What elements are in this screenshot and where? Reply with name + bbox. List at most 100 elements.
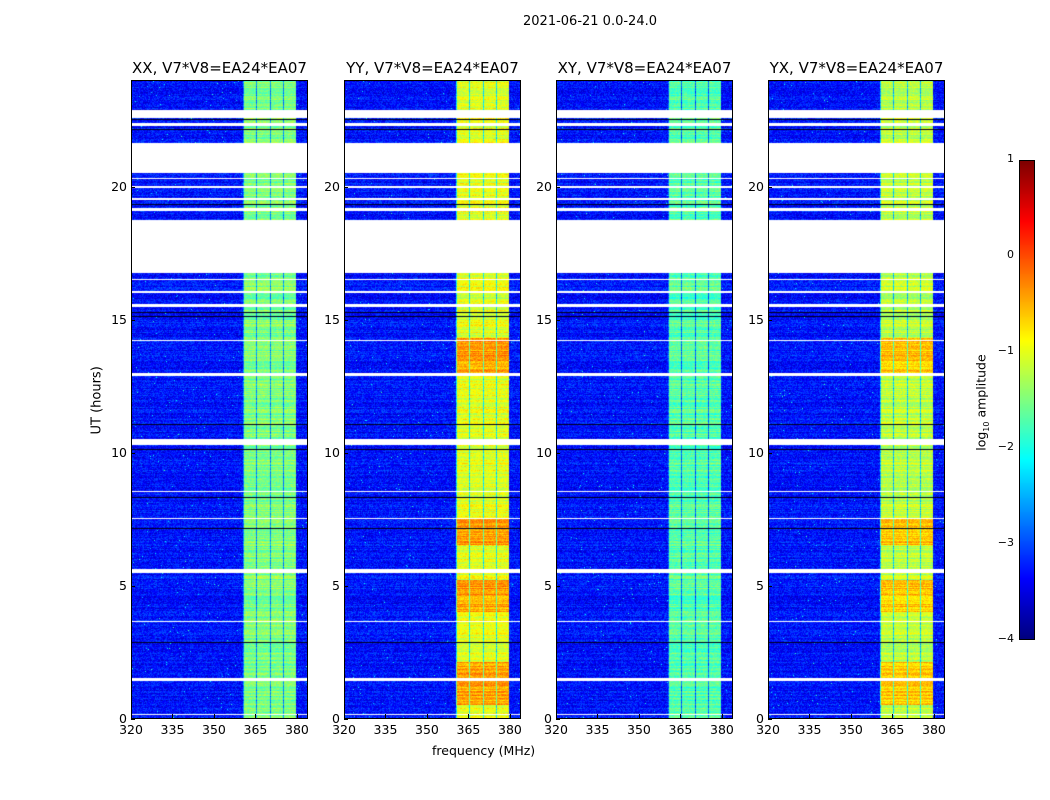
y-tick-label: 10: [536, 444, 552, 460]
x-tick-label: 320: [756, 722, 780, 737]
y-tick-mark: [344, 452, 348, 454]
x-tick-mark: [850, 714, 852, 718]
y-tick-label: 0: [332, 711, 340, 726]
heatmap-panel: [131, 80, 308, 719]
colorbar: [1019, 160, 1035, 640]
y-tick-label: 10: [111, 444, 127, 460]
x-tick-label: 350: [202, 722, 226, 737]
y-axis-label: UT (hours): [89, 366, 105, 435]
colorbar-tick-label: −3: [997, 536, 1014, 549]
x-tick-mark: [426, 714, 428, 718]
x-tick-label: 365: [880, 722, 905, 737]
x-tick-label: 350: [627, 722, 651, 737]
panel-title: YY, V7*V8=EA24*EA07: [346, 59, 519, 77]
y-tick-mark: [556, 186, 560, 188]
heatmap-canvas: [345, 81, 520, 718]
y-tick-label: 20: [324, 178, 340, 194]
y-tick-mark: [768, 585, 772, 587]
heatmap-canvas: [557, 81, 732, 718]
y-tick-label: 15: [536, 311, 552, 327]
y-tick-label: 15: [748, 311, 764, 327]
x-tick-mark: [556, 714, 557, 718]
y-tick-label: 5: [544, 577, 552, 593]
x-tick-label: 335: [373, 722, 398, 737]
x-tick-label: 380: [710, 722, 734, 737]
y-tick-mark: [768, 319, 772, 321]
y-tick-label: 15: [111, 311, 127, 327]
y-tick-mark: [344, 719, 348, 720]
x-tick-label: 350: [415, 722, 439, 737]
x-tick-mark: [255, 714, 257, 718]
x-tick-label: 365: [243, 722, 268, 737]
colorbar-tick-label: 1: [1007, 152, 1014, 165]
heatmap-panel: [768, 80, 945, 719]
x-tick-label: 320: [544, 722, 568, 737]
x-tick-mark: [892, 714, 894, 718]
y-tick-mark: [344, 319, 348, 321]
x-tick-label: 335: [160, 722, 185, 737]
x-tick-mark: [172, 714, 174, 718]
x-tick-label: 335: [585, 722, 610, 737]
y-tick-mark: [131, 719, 135, 720]
heatmap-panel: [344, 80, 521, 719]
x-axis-label: frequency (MHz): [432, 743, 536, 758]
x-tick-mark: [509, 714, 511, 718]
y-tick-mark: [556, 585, 560, 587]
y-tick-mark: [768, 719, 772, 720]
y-tick-label: 20: [748, 178, 764, 194]
y-tick-mark: [131, 585, 135, 587]
x-tick-mark: [597, 714, 599, 718]
y-tick-mark: [556, 452, 560, 454]
y-tick-mark: [344, 585, 348, 587]
panel-title: XX, V7*V8=EA24*EA07: [132, 59, 307, 77]
x-tick-label: 365: [456, 722, 481, 737]
colorbar-label: log10 amplitude: [973, 354, 991, 451]
y-tick-mark: [131, 186, 135, 188]
colorbar-tick-label: −4: [997, 632, 1014, 645]
x-tick-label: 320: [119, 722, 143, 737]
figure-title: 2021-06-21 0.0-24.0: [523, 14, 657, 29]
y-tick-label: 0: [756, 711, 764, 726]
y-tick-label: 5: [332, 577, 340, 593]
x-tick-mark: [638, 714, 640, 718]
y-tick-label: 5: [119, 577, 127, 593]
y-tick-mark: [131, 319, 135, 321]
y-tick-mark: [768, 186, 772, 188]
heatmap-panel: [556, 80, 733, 719]
y-tick-mark: [131, 452, 135, 454]
colorbar-tick-label: −2: [997, 440, 1014, 453]
x-tick-mark: [721, 714, 723, 718]
y-tick-label: 5: [756, 577, 764, 593]
x-tick-mark: [213, 714, 215, 718]
x-tick-mark: [385, 714, 387, 718]
x-tick-mark: [131, 714, 132, 718]
y-tick-label: 10: [748, 444, 764, 460]
colorbar-tick-label: 0: [1007, 248, 1014, 261]
heatmap-canvas: [132, 81, 307, 718]
x-tick-mark: [933, 714, 935, 718]
y-tick-label: 20: [536, 178, 552, 194]
y-tick-mark: [768, 452, 772, 454]
heatmap-canvas: [769, 81, 944, 718]
panel-title: YX, V7*V8=EA24*EA07: [769, 59, 944, 77]
x-tick-mark: [296, 714, 298, 718]
y-tick-label: 10: [324, 444, 340, 460]
x-tick-label: 380: [285, 722, 309, 737]
x-tick-mark: [680, 714, 682, 718]
x-tick-mark: [768, 714, 769, 718]
x-tick-label: 380: [922, 722, 946, 737]
panel-title: XY, V7*V8=EA24*EA07: [557, 59, 732, 77]
x-tick-label: 380: [498, 722, 522, 737]
x-tick-label: 320: [332, 722, 356, 737]
colorbar-tick-label: −1: [997, 344, 1014, 357]
y-tick-label: 15: [324, 311, 340, 327]
y-tick-mark: [556, 719, 560, 720]
x-tick-mark: [809, 714, 811, 718]
y-tick-label: 0: [119, 711, 127, 726]
x-tick-label: 335: [797, 722, 822, 737]
y-tick-mark: [344, 186, 348, 188]
x-tick-label: 350: [839, 722, 863, 737]
y-tick-label: 20: [111, 178, 127, 194]
x-tick-mark: [468, 714, 470, 718]
